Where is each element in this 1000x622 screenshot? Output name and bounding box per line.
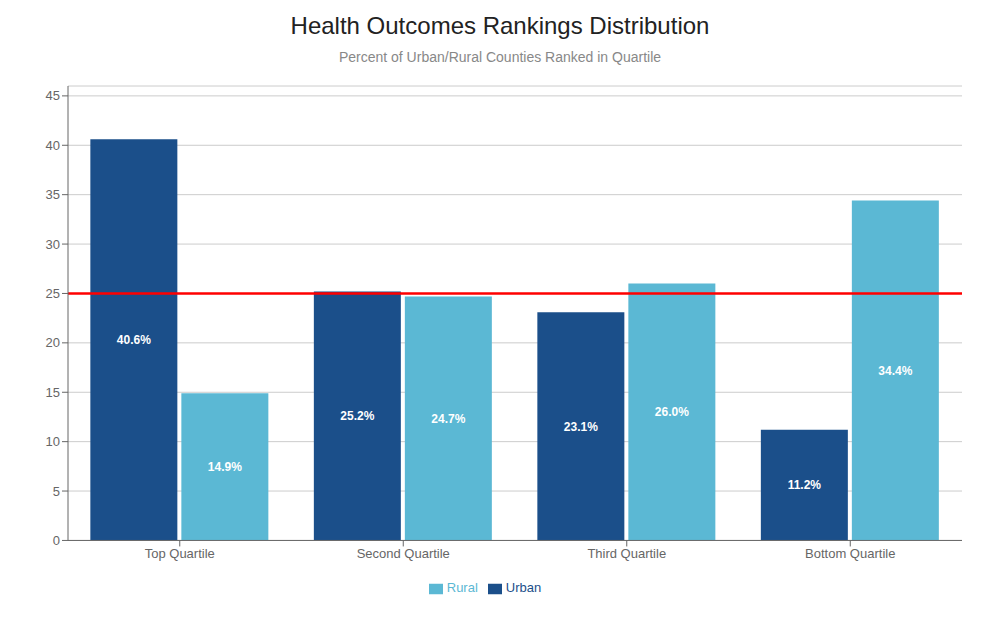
svg-text:45: 45 <box>46 88 60 103</box>
svg-text:40: 40 <box>46 138 60 153</box>
svg-text:23.1%: 23.1% <box>564 420 598 434</box>
svg-text:30: 30 <box>46 237 60 252</box>
svg-text:15: 15 <box>46 385 60 400</box>
html-text:Urban: Urban <box>505 580 542 596</box>
svg-text:20: 20 <box>46 335 60 350</box>
svg-text:24.7%: 24.7% <box>431 412 465 426</box>
svg-text:Second Quartile: Second Quartile <box>357 546 450 561</box>
svg-text:35: 35 <box>46 187 60 202</box>
html-text:Health Outcomes Rankings Distr: Health Outcomes Rankings Distribution <box>290 12 710 39</box>
html-text:Percent of Urban/Rural Countie: Percent of Urban/Rural Counties Ranked i… <box>338 49 662 65</box>
svg-text:0: 0 <box>53 533 60 548</box>
svg-text:Top Quartile: Top Quartile <box>145 546 215 561</box>
svg-text:25.2%: 25.2% <box>340 409 374 423</box>
svg-text:11.2%: 11.2% <box>788 478 822 492</box>
html-text:Rural: Rural <box>446 580 478 596</box>
svg-text:10: 10 <box>46 434 60 449</box>
svg-text:14.9%: 14.9% <box>208 460 242 474</box>
svg-text:5: 5 <box>53 484 60 499</box>
svg-text:26.0%: 26.0% <box>655 405 689 419</box>
svg-text:25: 25 <box>46 286 60 301</box>
svg-text:Third Quartile: Third Quartile <box>587 546 666 561</box>
svg-text:34.4%: 34.4% <box>878 364 912 378</box>
svg-text:40.6%: 40.6% <box>117 333 151 347</box>
svg-text:Bottom Quartile: Bottom Quartile <box>805 546 895 561</box>
